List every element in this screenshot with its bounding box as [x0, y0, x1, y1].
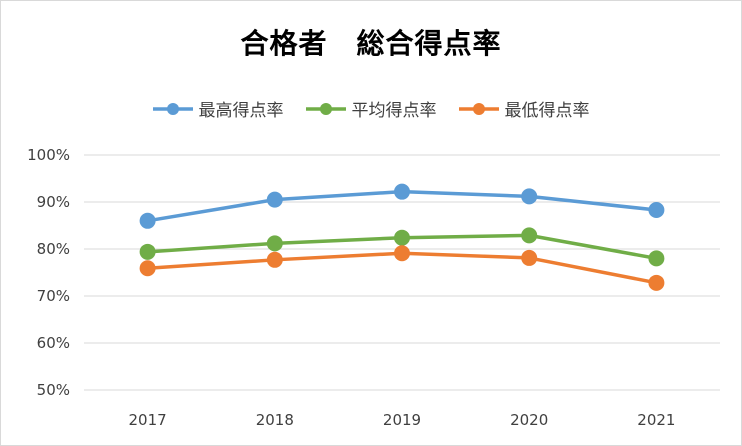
data-point — [648, 250, 665, 267]
legend-label-max: 最高得点率 — [198, 101, 284, 121]
data-point — [648, 201, 665, 218]
x-tick-label: 2020 — [510, 411, 548, 429]
data-point — [521, 227, 538, 244]
data-point — [521, 188, 538, 205]
legend-swatch-max — [152, 102, 193, 115]
y-tick-label: 80% — [37, 240, 70, 258]
data-point — [139, 260, 156, 277]
data-point — [394, 229, 410, 246]
data-point — [648, 274, 665, 291]
legend-swatch-avg — [305, 102, 346, 115]
legend-item-avg: 平均得点率 — [305, 96, 437, 121]
y-tick-label: 70% — [37, 287, 70, 305]
data-point — [521, 249, 538, 266]
chart-legend: 最高得点率 平均得点率 最低得点率 — [0, 96, 742, 121]
legend-swatch-min — [458, 102, 499, 115]
chart-title: 合格者 総合得点率 — [240, 27, 502, 60]
y-tick-label: 100% — [27, 146, 70, 164]
data-point — [139, 212, 156, 229]
x-tick-label: 2017 — [129, 411, 167, 429]
legend-label-avg: 平均得点率 — [351, 101, 437, 121]
x-tick-label: 2021 — [637, 411, 675, 429]
data-point — [394, 245, 410, 262]
data-point — [266, 235, 283, 252]
data-point — [394, 183, 410, 200]
x-tick-label: 2018 — [256, 411, 294, 429]
x-tick-label: 2019 — [383, 411, 421, 429]
data-point — [139, 243, 156, 260]
legend-item-min: 最低得点率 — [458, 96, 590, 121]
legend-item-max: 最高得点率 — [152, 96, 284, 121]
y-tick-label: 60% — [37, 334, 70, 352]
data-point — [266, 191, 283, 208]
y-tick-label: 50% — [37, 381, 70, 399]
y-tick-label: 90% — [37, 193, 70, 211]
data-point — [266, 251, 283, 268]
legend-label-min: 最低得点率 — [504, 101, 590, 121]
